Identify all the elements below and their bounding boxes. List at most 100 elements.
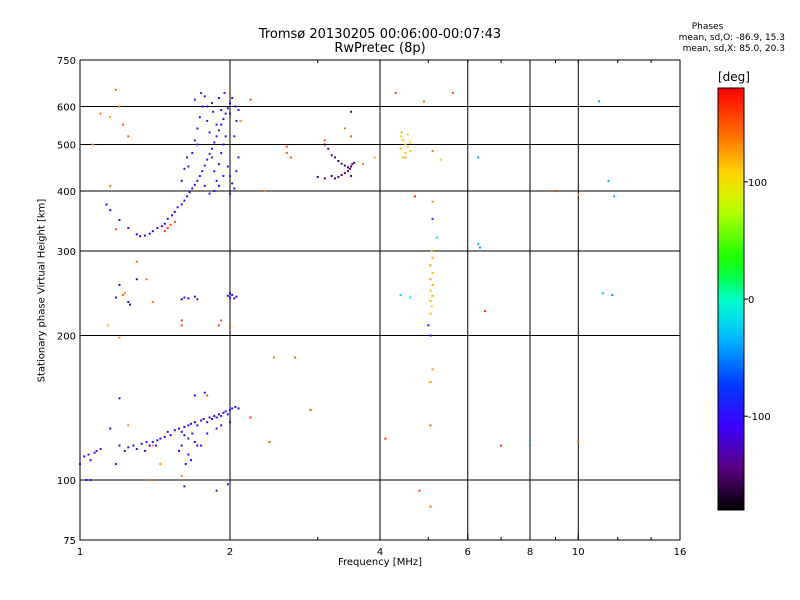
x-axis-label: Frequency [MHz] <box>337 557 423 568</box>
x-tick-label: 8 <box>527 547 533 558</box>
data-point <box>223 92 226 95</box>
data-point <box>215 135 218 138</box>
data-point <box>95 449 98 452</box>
data-point <box>477 156 480 159</box>
data-point <box>217 184 220 187</box>
data-point <box>123 449 126 452</box>
data-point <box>400 131 403 134</box>
data-point <box>233 297 236 300</box>
y-tick-label: 100 <box>57 476 76 487</box>
data-point <box>220 319 223 322</box>
data-point <box>231 97 234 100</box>
data-point <box>226 294 229 297</box>
data-point <box>418 489 421 492</box>
data-point <box>220 109 223 112</box>
x-tick-label: 2 <box>227 547 233 558</box>
data-point <box>151 230 154 233</box>
data-point <box>215 179 218 182</box>
data-point <box>229 292 231 295</box>
data-point <box>189 422 192 425</box>
data-point <box>140 442 143 445</box>
data-point <box>118 336 121 339</box>
chart-subtitle: RwPretec (8p) <box>334 41 426 56</box>
data-point <box>293 356 296 359</box>
data-point <box>597 100 600 103</box>
data-point <box>289 156 292 159</box>
data-point <box>132 444 135 447</box>
data-point <box>224 135 227 138</box>
data-point <box>529 441 531 444</box>
data-point <box>118 397 121 400</box>
data-point <box>409 149 412 152</box>
data-point <box>196 127 199 130</box>
data-point <box>159 437 162 440</box>
data-point <box>93 451 96 454</box>
data-point <box>431 257 434 260</box>
data-point <box>215 123 218 126</box>
y-tick-label: 750 <box>57 56 76 67</box>
data-point <box>350 174 353 177</box>
data-point <box>99 112 102 115</box>
data-point <box>180 430 183 433</box>
data-point <box>183 199 186 202</box>
y-axis-ticks: 75 100 200 300 400 500 600 750 <box>57 56 680 547</box>
data-point <box>169 434 172 437</box>
data-point <box>177 449 180 452</box>
data-point <box>127 424 130 427</box>
data-point <box>350 110 353 113</box>
data-point <box>173 220 176 223</box>
data-point <box>118 283 121 286</box>
data-point <box>348 167 351 170</box>
data-point <box>139 235 142 238</box>
data-point <box>229 296 231 299</box>
data-point <box>350 135 353 138</box>
data-point <box>234 405 237 408</box>
data-point <box>429 289 432 292</box>
data-point <box>340 162 343 165</box>
data-point <box>500 444 503 447</box>
data-point <box>187 424 190 427</box>
data-point <box>607 179 610 182</box>
data-point <box>193 139 196 142</box>
data-point <box>148 444 151 447</box>
data-point <box>187 437 190 440</box>
data-point <box>239 119 242 122</box>
data-point <box>323 143 326 146</box>
phase-stats: Phases mean, sd,O: -86.9, 15.3 mean, sd,… <box>600 22 785 55</box>
data-point <box>143 234 146 237</box>
data-point <box>193 295 196 298</box>
data-point <box>316 175 319 178</box>
data-point <box>156 439 159 442</box>
data-point <box>384 437 387 440</box>
y-tick-label: 400 <box>57 187 76 198</box>
data-point <box>362 163 365 166</box>
data-point <box>201 105 204 108</box>
data-point <box>429 300 432 303</box>
data-point <box>601 292 604 295</box>
data-point <box>409 141 412 144</box>
data-point <box>431 368 434 371</box>
data-point <box>577 441 580 444</box>
data-point <box>479 246 482 249</box>
data-point <box>160 225 163 228</box>
data-point <box>222 174 225 177</box>
data-point <box>404 143 407 146</box>
data-point <box>220 414 223 417</box>
data-point <box>220 123 223 126</box>
data-point <box>180 324 183 327</box>
data-point <box>226 483 229 486</box>
data-point <box>235 170 238 173</box>
x-tick-label: 6 <box>465 547 471 558</box>
data-point <box>114 296 117 299</box>
colorbar-bar <box>717 87 745 511</box>
data-point <box>145 278 148 281</box>
data-point <box>406 145 409 148</box>
data-point <box>206 119 209 122</box>
data-point <box>191 187 194 190</box>
data-point <box>187 165 190 168</box>
data-point <box>123 292 126 295</box>
data-point <box>187 453 190 456</box>
data-point <box>429 381 432 384</box>
data-point <box>177 427 180 430</box>
